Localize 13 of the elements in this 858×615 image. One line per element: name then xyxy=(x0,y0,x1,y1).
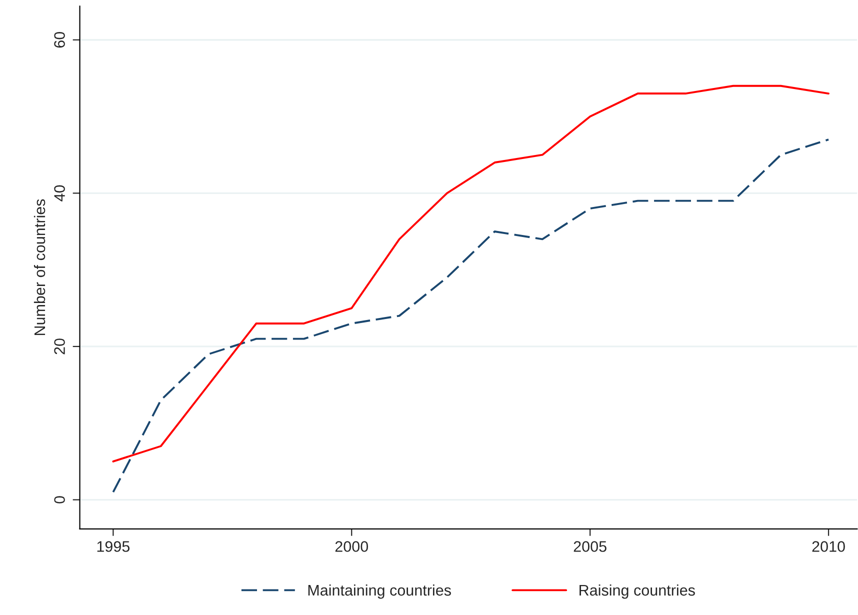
y-tick-label: 60 xyxy=(54,32,65,48)
x-tick-label: 2010 xyxy=(812,541,845,552)
line-series xyxy=(112,138,830,494)
y-axis-title: Number of countries xyxy=(34,199,46,336)
legend-label: Maintaining countries xyxy=(308,584,451,599)
line-series xyxy=(112,84,830,462)
y-tick-label: 0 xyxy=(54,496,65,504)
y-tick-label: 40 xyxy=(54,185,65,202)
y-tick-label: 20 xyxy=(54,338,65,354)
x-tick-label: 2005 xyxy=(574,541,606,552)
legend-label: Raising countries xyxy=(580,584,695,599)
x-tick-label: 1995 xyxy=(97,541,130,552)
x-tick-label: 2000 xyxy=(335,541,368,552)
